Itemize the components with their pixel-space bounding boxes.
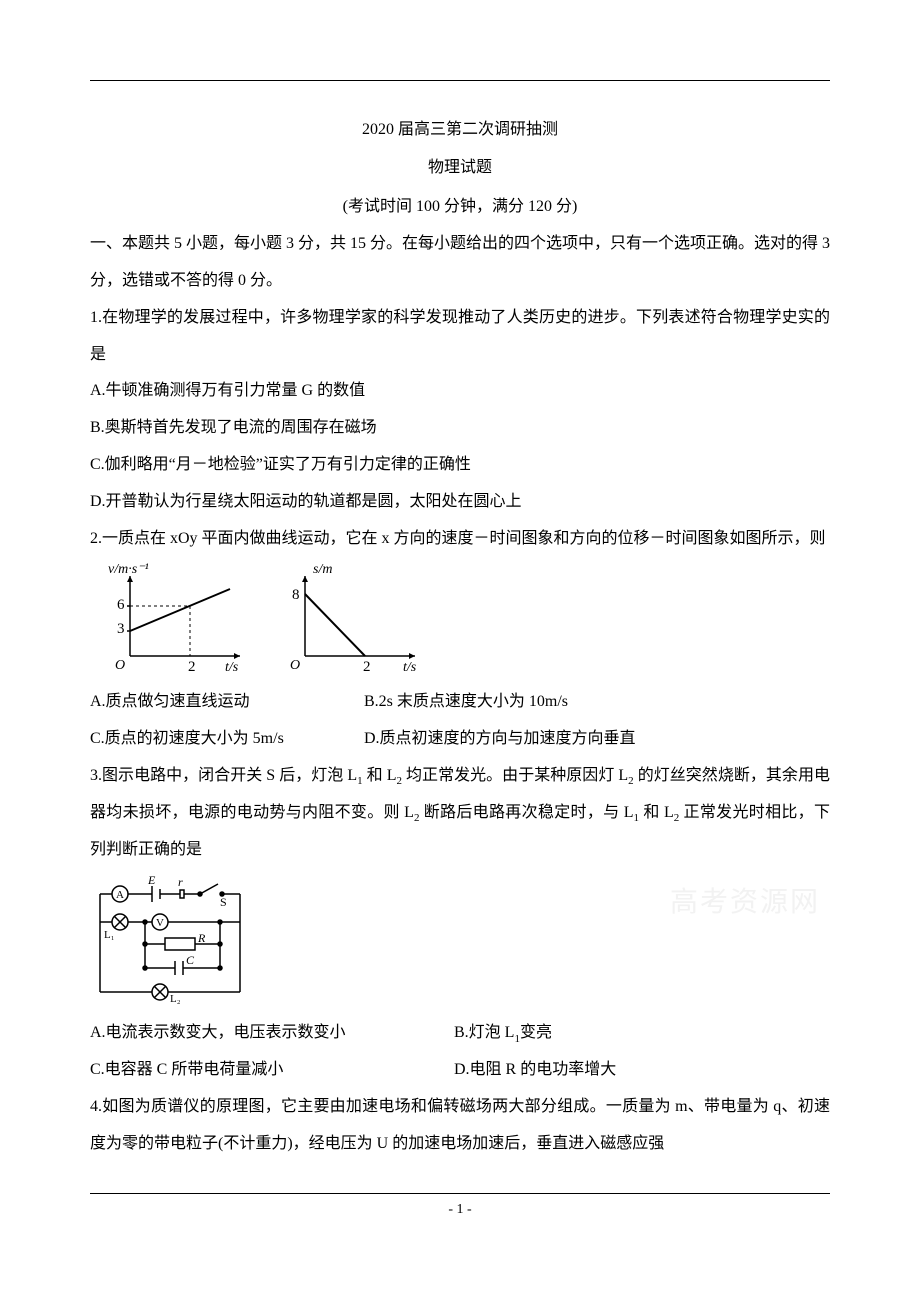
q2-figure: 6 3 2 v/m·s⁻¹ t/s O 8: [90, 563, 830, 678]
q1-option-a: A.牛顿准确测得万有引力常量 G 的数值: [90, 373, 830, 410]
q2-graphs-svg: 6 3 2 v/m·s⁻¹ t/s O 8: [90, 563, 430, 673]
svg-text:t/s: t/s: [225, 660, 239, 673]
svg-text:t/s: t/s: [403, 660, 417, 673]
q3-option-d: D.电阻 R 的电功率增大: [454, 1052, 616, 1089]
q2-option-d: D.质点初速度的方向与加速度方向垂直: [364, 721, 636, 758]
svg-text:S: S: [220, 895, 227, 909]
q3-stem-p5: 断路后电路再次稳定时，与 L: [419, 804, 633, 821]
svg-text:8: 8: [292, 587, 300, 603]
q3-stem-p6: 和 L: [639, 804, 674, 821]
q1-option-b: B.奥斯特首先发现了电流的周围存在磁场: [90, 410, 830, 447]
q4-stem: 4.如图为质谱仪的原理图，它主要由加速电场和偏转磁场两大部分组成。一质量为 m、…: [90, 1089, 830, 1163]
q3-option-c: C.电容器 C 所带电荷量减小: [90, 1052, 450, 1089]
q3-option-b: B.灯泡 L1 变亮: [454, 1015, 552, 1052]
q3-option-a: A.电流表示数变大，电压表示数变小: [90, 1015, 450, 1052]
svg-text:C: C: [186, 953, 195, 967]
exam-subject: 物理试题: [90, 149, 830, 187]
top-rule: [90, 80, 830, 81]
q1-option-d: D.开普勒认为行星绕太阳运动的轨道都是圆，太阳处在圆心上: [90, 484, 830, 521]
svg-text:E: E: [147, 874, 156, 887]
q3-figure: A E r S: [90, 874, 830, 1009]
q3-stem-p2: 和 L: [363, 767, 397, 784]
q3-stem: 3.图示电路中，闭合开关 S 后，灯泡 L1 和 L2 均正常发光。由于某种原因…: [90, 758, 830, 868]
page-number: - 1 -: [90, 1202, 830, 1218]
q3-stem-p3: 均正常发光。由于某种原因灯 L: [402, 767, 628, 784]
svg-text:A: A: [116, 889, 124, 901]
svg-text:L₁: L₁: [104, 929, 115, 941]
q1-stem: 1.在物理学的发展过程中，许多物理学家的科学发现推动了人类历史的进步。下列表述符…: [90, 300, 830, 374]
q3-stem-p1: 3.图示电路中，闭合开关 S 后，灯泡 L: [90, 767, 357, 784]
section1-instruction: 一、本题共 5 小题，每小题 3 分，共 15 分。在每小题给出的四个选项中，只…: [90, 226, 830, 300]
svg-text:v/m·s⁻¹: v/m·s⁻¹: [108, 563, 149, 577]
q2-stem: 2.一质点在 xOy 平面内做曲线运动，它在 x 方向的速度－时间图象和方向的位…: [90, 521, 830, 558]
svg-text:R: R: [197, 931, 206, 945]
bottom-rule: [90, 1193, 830, 1194]
svg-text:2: 2: [188, 659, 196, 673]
q3-b-post: 变亮: [520, 1015, 552, 1052]
exam-time-info: (考试时间 100 分钟，满分 120 分): [90, 188, 830, 226]
svg-text:6: 6: [117, 597, 125, 613]
q2-option-b: B.2s 末质点速度大小为 10m/s: [364, 684, 568, 721]
q2-options-row2: C.质点的初速度大小为 5m/s D.质点初速度的方向与加速度方向垂直: [90, 721, 830, 758]
q2-option-c: C.质点的初速度大小为 5m/s: [90, 721, 360, 758]
q2-option-a: A.质点做匀速直线运动: [90, 684, 360, 721]
svg-text:2: 2: [363, 659, 371, 673]
q3-options-row1: A.电流表示数变大，电压表示数变小 B.灯泡 L1 变亮: [90, 1015, 830, 1052]
svg-text:V: V: [156, 917, 164, 929]
svg-text:s/m: s/m: [313, 563, 332, 577]
q3-circuit-svg: A E r S: [90, 874, 260, 1004]
exam-page: 高考资源网 2020 届高三第二次调研抽测 物理试题 (考试时间 100 分钟，…: [0, 0, 920, 1258]
q3-b-pre: B.灯泡 L: [454, 1015, 514, 1052]
svg-text:3: 3: [117, 621, 125, 637]
q1-option-c: C.伽利略用“月－地检验”证实了万有引力定律的正确性: [90, 447, 830, 484]
svg-text:O: O: [115, 658, 125, 673]
svg-text:O: O: [290, 658, 300, 673]
q3-options-row2: C.电容器 C 所带电荷量减小 D.电阻 R 的电功率增大: [90, 1052, 830, 1089]
svg-text:r: r: [178, 875, 183, 889]
svg-text:L₂: L₂: [170, 993, 181, 1004]
exam-title: 2020 届高三第二次调研抽测: [90, 111, 830, 149]
q2-options-row1: A.质点做匀速直线运动 B.2s 末质点速度大小为 10m/s: [90, 684, 830, 721]
